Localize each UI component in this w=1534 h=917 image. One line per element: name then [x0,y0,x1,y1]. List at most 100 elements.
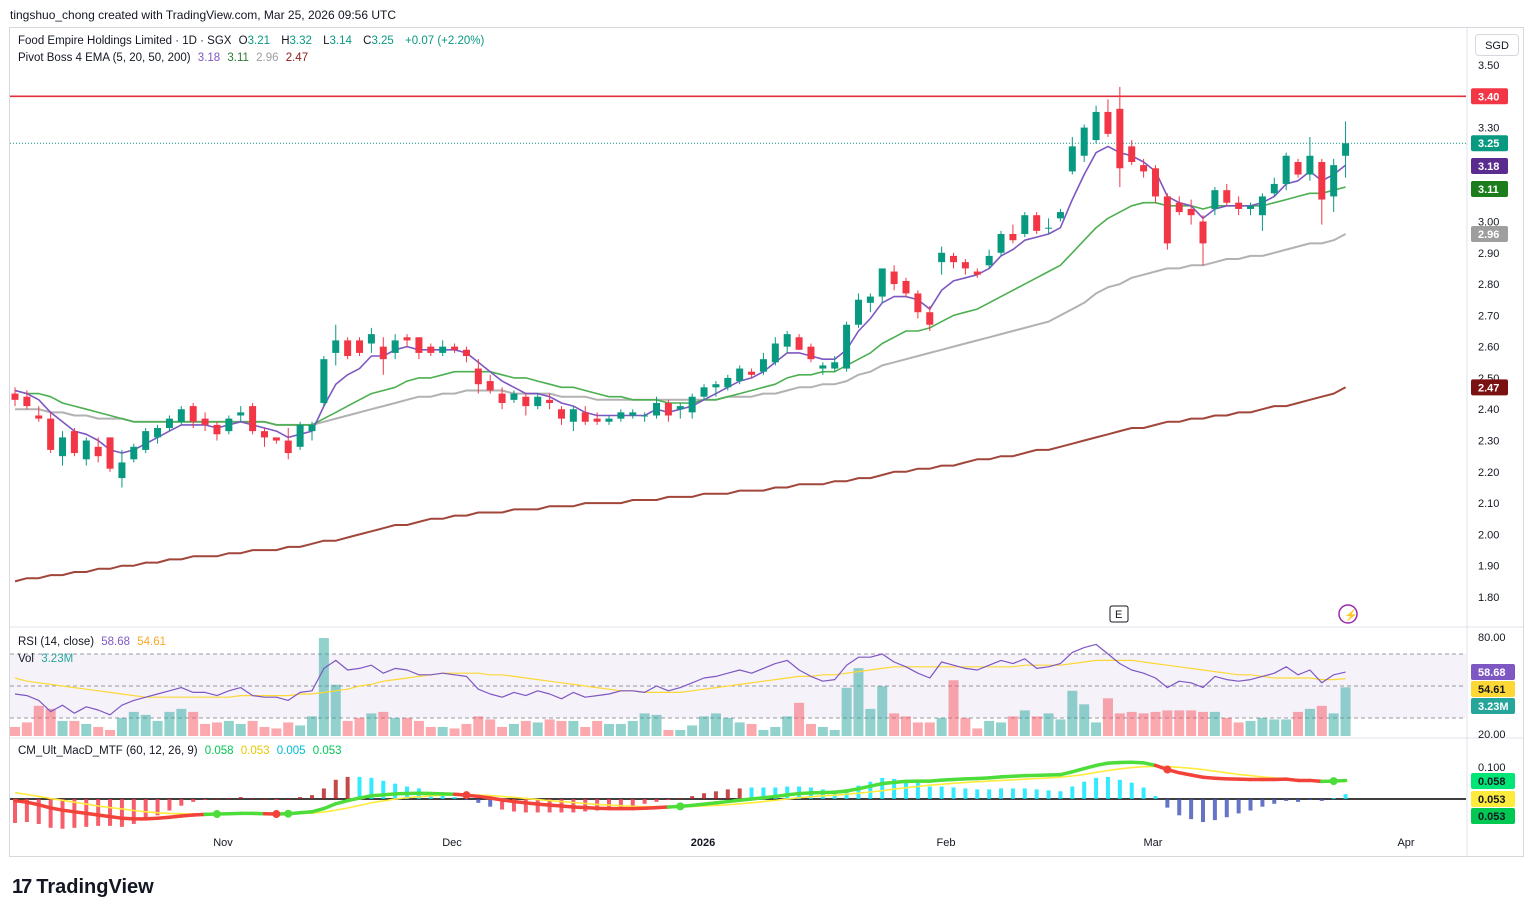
macd-histogram-bar [333,779,338,799]
macd-histogram-bar [357,776,362,799]
rsi-legend-name[interactable]: RSI (14, close) [18,636,95,648]
macd-line-segment [761,794,778,800]
candle-body [854,299,862,325]
macd-line-segment [179,813,195,818]
macd-line-segment [357,794,374,800]
candle-body [759,359,767,372]
volume-bar [116,717,127,736]
macd-cross-dot [1163,765,1172,774]
candle-body [451,346,459,350]
earnings-marker-label: E [1115,609,1122,621]
price-badge [1471,225,1508,242]
candle-body [866,296,874,303]
volume-bar [1174,710,1185,736]
macd-line-segment [939,777,956,782]
volume-bar [829,729,840,736]
volume-bar [1257,717,1268,736]
volume-bar [853,668,864,736]
macd-line-segment [345,796,362,803]
symbol-name[interactable]: Food Empire Holdings Limited · 1D · SGX [18,35,232,47]
macd-histogram-bar [511,799,516,812]
macd-histogram-bar [1212,799,1217,821]
rsi-value: 58.68 [101,636,131,648]
macd-cross-dot [284,809,293,818]
candle-body [130,446,138,460]
macd-histogram-bar [440,795,445,799]
macd-histogram-bar [24,799,29,823]
candle-body [807,346,815,360]
volume-bar [1043,713,1054,736]
macd-histogram-bar [880,777,885,799]
volume-bar [128,711,139,736]
volume-bar [794,702,805,736]
macd-histogram-bar [904,779,908,799]
macd-histogram-bar [345,776,350,799]
time-axis-label: Nov [213,837,233,849]
candle-body [1211,190,1219,209]
volume-bar [1138,713,1149,736]
chart-frame [9,27,1524,857]
candle-body [569,409,577,422]
volume-bar [710,713,721,736]
candle-body [700,387,708,397]
candle-body [189,406,197,422]
volume-bar [307,716,317,736]
tradingview-logo[interactable]: 17 TradingView [12,876,154,899]
candle-body [1128,146,1136,163]
earnings-marker [1109,605,1129,623]
ema200-value: 2.47 [285,52,309,64]
rsi-legend: RSI (14, close) 58.68 54.61 [18,636,170,648]
candle-body [1092,111,1100,141]
volume-bar [841,687,852,736]
candle-body [94,446,102,457]
volume-bar [592,720,603,736]
volume-bar [461,723,472,736]
macd-line-segment [1213,776,1229,781]
volume-bar [580,726,591,736]
price-badge [1471,181,1508,197]
macd-histogram-bar [1153,796,1158,799]
volume-bar [734,722,745,736]
macd-histogram-bar [500,799,505,810]
volume-bar [140,714,151,736]
candle-body [249,406,257,432]
ema-legend-name[interactable]: Pivot Boss 4 EMA (5, 20, 50, 200) [18,52,191,64]
macd-histogram-bar [749,787,754,799]
macd-histogram-bar [702,793,707,799]
volume-bar [1019,710,1030,736]
candle-body [1342,143,1350,156]
candle-body [950,255,958,263]
vol-legend-name[interactable]: Vol [18,653,34,665]
macd-histogram-bar [1272,799,1277,804]
price-badge [1471,88,1508,105]
macd-line-segment [167,814,184,819]
volume-bar [960,717,971,736]
macd-histogram-bar [321,788,326,799]
macd-histogram-bar [1224,799,1229,818]
macd-line-segment [1106,760,1122,765]
macd-histogram-bar [179,799,184,806]
volume-bar [568,720,579,736]
volume-bar [10,726,20,736]
candle-body [546,399,554,403]
macd-line-segment [1177,771,1193,777]
macd-line-segment [120,816,136,821]
macd-cross-dot [1329,777,1338,786]
macd-line-segment [25,800,41,807]
volume-bar [330,684,341,736]
macd-line-segment [96,813,112,819]
macd-histogram-bar [1296,799,1301,802]
volume-bar [889,713,900,736]
candle-body [498,393,506,403]
macd-legend-name[interactable]: CM_Ult_MacD_MTF (60, 12, 26, 9) [18,745,198,757]
price-badge-label: 3.18 [1478,161,1499,173]
volume-bar [473,716,484,736]
volume-bar [283,722,294,736]
rsi-line [14,643,1346,716]
currency-button[interactable]: SGD [1475,34,1519,56]
volume-bar [972,728,983,736]
macd-histogram-bar [1022,788,1027,799]
macd-histogram-bar [999,788,1004,799]
price-axis-tick: 2.80 [1478,279,1499,291]
